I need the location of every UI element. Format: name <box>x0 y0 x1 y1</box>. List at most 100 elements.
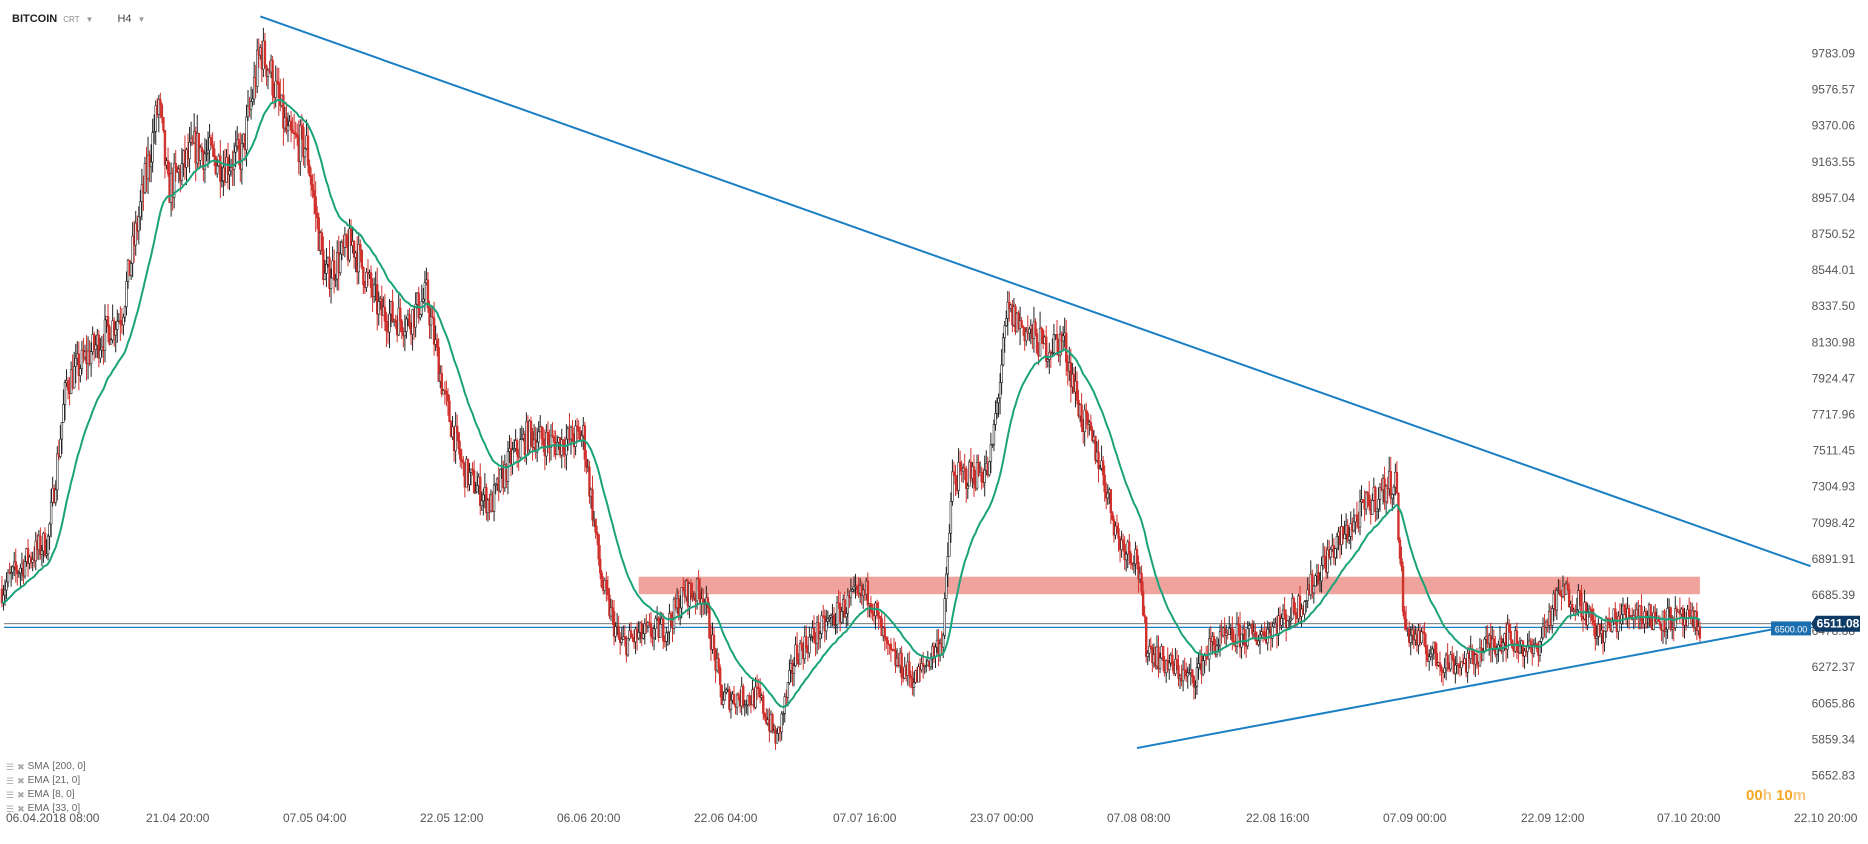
candle-body <box>209 137 213 146</box>
candle-body <box>306 135 310 166</box>
candle-body <box>555 442 559 455</box>
candle-body <box>643 623 647 634</box>
candle-body <box>1168 662 1171 670</box>
candle-body <box>1085 409 1088 414</box>
candle-body <box>472 470 476 493</box>
indicator-name: EMA <box>27 803 50 814</box>
candle-body <box>97 334 101 359</box>
candle-body <box>1052 334 1056 354</box>
symbol-dropdown-icon[interactable]: ▼ <box>85 14 94 24</box>
candle-body <box>1558 590 1562 596</box>
candle-body <box>1334 548 1337 558</box>
candle-body <box>1326 549 1329 573</box>
candle-body <box>246 105 250 118</box>
candle-body <box>282 94 285 129</box>
candle-body <box>212 148 216 157</box>
candle-body <box>99 349 102 359</box>
candle-body <box>200 146 204 152</box>
remove-icon[interactable]: ✖ <box>17 776 25 786</box>
candle-body <box>414 303 417 328</box>
candle-body <box>302 127 305 158</box>
candle-body <box>1400 558 1403 567</box>
candle-body <box>1506 623 1509 650</box>
candle-body <box>263 40 267 66</box>
descending-trendline <box>259 15 1811 568</box>
candle-body <box>1577 590 1580 611</box>
candle-body <box>600 572 603 588</box>
indicator-item[interactable]: ☰ ✖ EMA [21, 0] <box>6 774 86 788</box>
candle-body <box>216 165 219 175</box>
candle-body <box>877 611 880 617</box>
candle-body <box>357 243 360 273</box>
candle-body <box>786 682 790 698</box>
candle-body <box>605 580 608 589</box>
candle-body <box>74 357 77 367</box>
indicator-params: [200, 0] <box>52 761 86 772</box>
candle-body <box>325 263 328 274</box>
candle-body <box>26 548 30 564</box>
candle-body <box>1529 640 1532 648</box>
y-tick-label: 7304.93 <box>1812 480 1856 494</box>
candle-body <box>1595 635 1599 639</box>
settings-lines-icon[interactable]: ☰ <box>6 762 15 772</box>
candle-body <box>219 155 222 182</box>
countdown-m-unit: m <box>1792 787 1807 804</box>
candle-body <box>515 440 519 455</box>
candle-body <box>1384 485 1388 503</box>
candle-body <box>1397 492 1400 541</box>
candle-body <box>1424 645 1428 655</box>
candle-body <box>1046 359 1049 362</box>
candle-body <box>1603 630 1606 643</box>
indicator-item[interactable]: ☰ ✖ EMA [33, 0] <box>6 802 86 816</box>
candle-body <box>197 133 200 161</box>
y-tick-label: 6685.39 <box>1812 588 1856 602</box>
indicator-item[interactable]: ☰ ✖ EMA [8, 0] <box>6 788 86 802</box>
remove-icon[interactable]: ✖ <box>17 790 25 800</box>
candle-body <box>482 494 485 502</box>
candle-body <box>1495 648 1499 655</box>
candle-body <box>499 469 502 492</box>
candle-body <box>1594 623 1597 639</box>
remove-icon[interactable]: ✖ <box>17 804 25 814</box>
candle-body <box>249 101 253 110</box>
settings-lines-icon[interactable]: ☰ <box>6 776 15 786</box>
candle-body <box>788 670 791 684</box>
candle-body <box>1532 644 1535 654</box>
candle-body <box>758 688 762 698</box>
candle-body <box>160 104 164 118</box>
x-tick-label: 07.10 20:00 <box>1657 811 1721 825</box>
candle-body <box>1271 626 1274 639</box>
candle-body <box>852 586 856 590</box>
candle-body <box>114 329 117 336</box>
x-tick-label: 07.08 08:00 <box>1107 811 1171 825</box>
candle-body <box>1114 525 1117 536</box>
symbol-label[interactable]: BITCOIN <box>12 13 58 25</box>
indicator-item[interactable]: ☰ ✖ SMA [200, 0] <box>6 760 86 774</box>
timeframe-dropdown-icon[interactable]: ▼ <box>137 14 146 24</box>
candle-body <box>646 622 650 627</box>
candle-body <box>783 696 786 714</box>
timeframe-label[interactable]: H4 <box>117 13 132 25</box>
y-tick-label: 9783.09 <box>1812 47 1856 61</box>
candle-body <box>889 643 893 650</box>
candle-body <box>1020 320 1023 327</box>
candle-body <box>728 688 731 710</box>
candle-body <box>1129 553 1133 564</box>
settings-lines-icon[interactable]: ☰ <box>6 804 15 814</box>
settings-lines-icon[interactable]: ☰ <box>6 790 15 800</box>
candle-body <box>1001 337 1005 366</box>
candle-body <box>405 318 408 332</box>
candle-body <box>106 316 110 328</box>
candle-body <box>929 658 933 668</box>
candle-body <box>1280 618 1283 626</box>
remove-icon[interactable]: ✖ <box>17 762 25 772</box>
candle-body <box>73 366 76 389</box>
candle-body <box>474 491 477 494</box>
candle-body <box>1215 645 1219 656</box>
candle-body <box>875 602 879 613</box>
candle-body <box>431 316 434 319</box>
candle-body <box>900 652 903 678</box>
candle-body <box>289 120 293 131</box>
